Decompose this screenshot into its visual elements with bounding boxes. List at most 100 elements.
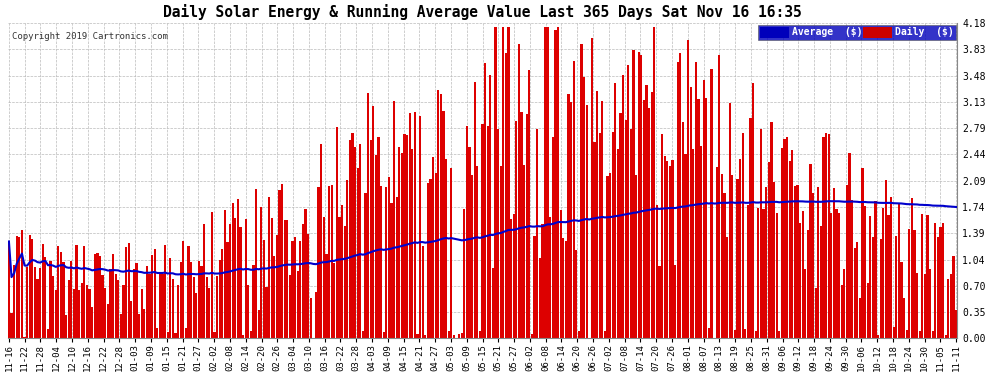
Bar — [645, 86, 647, 338]
Bar — [773, 183, 775, 338]
Bar — [927, 215, 929, 338]
Bar — [75, 245, 77, 338]
Bar — [650, 92, 652, 338]
Bar — [460, 333, 463, 338]
Bar — [276, 234, 278, 338]
Bar — [224, 210, 226, 338]
Bar — [286, 220, 288, 338]
Bar — [737, 179, 739, 338]
Bar — [252, 265, 254, 338]
Bar — [94, 254, 96, 338]
Bar — [179, 262, 182, 338]
Bar — [534, 236, 536, 338]
Bar — [872, 237, 874, 338]
Bar — [393, 102, 395, 338]
Title: Daily Solar Energy & Running Average Value Last 365 Days Sat Nov 16 16:35: Daily Solar Energy & Running Average Val… — [163, 4, 802, 20]
Bar — [791, 150, 793, 338]
Bar — [666, 160, 668, 338]
Bar — [716, 167, 718, 338]
Bar — [305, 209, 307, 338]
Bar — [554, 30, 556, 338]
Bar — [59, 252, 62, 338]
Bar — [746, 206, 749, 338]
Bar — [570, 102, 572, 338]
Bar — [109, 269, 112, 338]
Bar — [724, 193, 726, 338]
Bar — [783, 139, 785, 338]
Bar — [216, 276, 218, 338]
Bar — [609, 172, 611, 338]
Bar — [866, 283, 869, 338]
Bar — [858, 298, 861, 338]
Bar — [156, 328, 158, 338]
Bar — [820, 226, 822, 338]
Bar — [344, 226, 346, 338]
Bar — [136, 262, 138, 338]
Bar — [903, 298, 905, 338]
Bar — [765, 186, 767, 338]
Bar — [214, 332, 216, 338]
Bar — [564, 240, 567, 338]
Bar — [294, 237, 296, 338]
Bar — [29, 235, 31, 338]
Bar — [47, 330, 50, 338]
Bar — [612, 132, 614, 338]
Bar — [760, 129, 762, 338]
Bar — [88, 289, 91, 338]
Bar — [353, 147, 356, 338]
Bar — [481, 124, 484, 338]
Bar — [663, 156, 666, 338]
Bar — [419, 116, 421, 338]
Bar — [537, 129, 539, 338]
Bar — [117, 280, 120, 338]
Bar — [853, 248, 855, 338]
Bar — [655, 205, 658, 338]
Bar — [382, 332, 385, 338]
Bar — [729, 103, 731, 338]
Bar — [232, 203, 234, 338]
Bar — [359, 144, 361, 338]
Bar — [299, 242, 302, 338]
Bar — [158, 274, 161, 338]
Bar — [633, 50, 635, 338]
Bar — [11, 313, 13, 338]
Bar — [83, 246, 85, 338]
Bar — [843, 268, 845, 338]
Bar — [50, 261, 51, 338]
Bar — [473, 82, 476, 338]
Bar — [942, 223, 944, 338]
Bar — [705, 98, 708, 338]
Bar — [578, 331, 580, 338]
Bar — [219, 260, 221, 338]
Bar — [744, 328, 746, 338]
Bar — [164, 244, 166, 338]
Bar — [606, 176, 609, 338]
Bar — [452, 334, 455, 338]
Bar — [807, 230, 809, 338]
Bar — [919, 331, 921, 338]
Bar — [422, 246, 424, 338]
Bar — [52, 276, 54, 338]
Bar — [13, 266, 15, 338]
Bar — [593, 142, 596, 338]
Bar — [518, 44, 520, 338]
Bar — [245, 219, 247, 338]
Bar — [398, 147, 400, 338]
Bar — [65, 315, 67, 338]
Bar — [856, 242, 858, 338]
Bar — [130, 301, 133, 338]
Bar — [922, 213, 924, 338]
Bar — [104, 288, 106, 338]
Bar — [825, 133, 828, 338]
Bar — [754, 332, 757, 338]
Bar — [133, 269, 135, 338]
Bar — [762, 209, 764, 338]
Bar — [721, 174, 723, 338]
Bar — [193, 278, 195, 338]
Bar — [375, 154, 377, 338]
Bar — [401, 153, 403, 338]
Bar — [195, 293, 197, 338]
Bar — [351, 133, 353, 338]
Bar — [786, 138, 788, 338]
Bar — [281, 184, 283, 338]
